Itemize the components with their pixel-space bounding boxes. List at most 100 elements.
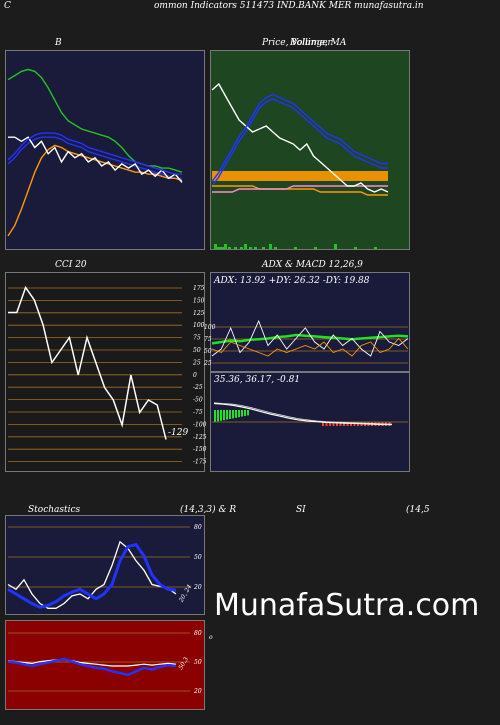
volume-bar-12 xyxy=(269,244,272,249)
macd-signal xyxy=(213,402,393,425)
price-series-1 xyxy=(212,185,388,196)
macd-hist-pos-0 xyxy=(214,410,216,422)
adx-tick-3: 25 xyxy=(203,360,212,367)
cci-tick-12: -125 xyxy=(193,434,207,441)
price-series-2 xyxy=(212,185,388,193)
volume-bar-15 xyxy=(314,247,317,249)
volume-bar-0 xyxy=(214,244,217,249)
price-series-0 xyxy=(211,98,388,187)
header-title: ommon Indicators 511473 IND.BANK MER mun… xyxy=(154,1,424,11)
volume-bar-17 xyxy=(354,247,357,249)
volume-bar-7 xyxy=(240,247,243,249)
adx-tick-2: 50 xyxy=(204,348,212,355)
price-band-upper xyxy=(211,93,388,182)
cci-panel xyxy=(5,272,205,472)
price-title-overlay: Bollinger xyxy=(290,38,332,48)
bollinger-series-2 xyxy=(7,144,183,237)
adx-line xyxy=(211,333,409,345)
cci-tick-8: -25 xyxy=(193,384,203,391)
adx-readout: ADX: 13.92 +DY: 26.32 -DY: 19.88 xyxy=(214,276,370,286)
bollinger-panel xyxy=(5,50,205,250)
macd-hist-neg-7 xyxy=(346,422,349,426)
volume-bar-9 xyxy=(249,247,252,249)
adx-tick-1: 75 xyxy=(204,336,212,343)
stoch-tick-2: 20 xyxy=(193,584,202,591)
bollinger-title: B xyxy=(55,38,62,48)
cci-tick-10: -75 xyxy=(193,409,203,416)
cci-tick-2: 125 xyxy=(193,310,205,317)
stoch-panel xyxy=(5,515,205,615)
macd-hist-neg-5 xyxy=(339,422,342,426)
macd-hist-pos-3 xyxy=(223,410,225,421)
adx-minus-di xyxy=(211,337,409,357)
rsi-tick-2: 20 xyxy=(193,688,202,695)
volume-bar-5 xyxy=(228,247,231,249)
rsi-series-1 xyxy=(7,659,177,667)
volume-bar-10 xyxy=(254,247,257,249)
cci-tick-7: 0 xyxy=(193,372,197,379)
adx-title: ADX & MACD 12,26,9 xyxy=(262,260,363,270)
stoch-title: Stochastics xyxy=(28,505,81,515)
stoch-params: (14,3,3) & R xyxy=(180,505,237,515)
cci-readout: -129 xyxy=(168,428,189,438)
price-series-3 xyxy=(211,82,389,193)
cci-tick-14: -175 xyxy=(193,459,207,466)
macd-hist-neg-1 xyxy=(325,422,328,426)
macd-hist-neg-8 xyxy=(350,422,352,426)
cci-tick-6: 25 xyxy=(192,359,201,366)
volume-bar-11 xyxy=(262,247,265,249)
macd-hist-pos-7 xyxy=(235,410,237,418)
stoch-series-1 xyxy=(7,540,177,609)
volume-bar-8 xyxy=(244,244,247,249)
macd-hist-neg-4 xyxy=(336,422,338,426)
bollinger-upper-band xyxy=(7,132,182,175)
header-left: C xyxy=(4,1,11,11)
macd-hist-neg-0 xyxy=(322,422,324,426)
macd-hist-pos-1 xyxy=(217,410,219,422)
cci-tick-9: -50 xyxy=(193,397,203,404)
macd-hist-neg-6 xyxy=(343,422,345,426)
macd-hist-pos-9 xyxy=(241,410,243,417)
bollinger-series-0 xyxy=(7,68,183,173)
price-title: Price, Volume, MA xyxy=(262,38,347,48)
cci-tick-0: 175 xyxy=(193,285,205,292)
rsi-tick-1: 50 xyxy=(194,659,202,666)
macd-hist-pos-10 xyxy=(244,410,246,416)
volume-bar-14 xyxy=(294,247,297,249)
price-ma-band xyxy=(212,171,388,181)
macd-hist-neg-3 xyxy=(332,422,335,426)
volume-bar-18 xyxy=(374,247,377,249)
stoch-tick-0: 80 xyxy=(194,524,202,531)
stoch-k-line xyxy=(7,542,177,609)
cci-tick-4: 75 xyxy=(193,335,201,342)
volume-bar-16 xyxy=(334,244,337,249)
rsi-title: SI xyxy=(296,505,306,515)
cci-title: CCI 20 xyxy=(55,260,87,270)
macd-hist-pos-8 xyxy=(238,410,240,418)
volume-bar-2 xyxy=(219,247,222,249)
macd-hist-pos-6 xyxy=(232,410,234,419)
stoch-tick-1: 50 xyxy=(194,554,202,561)
volume-bar-6 xyxy=(234,247,237,249)
adx-tick-0: 100 xyxy=(204,324,216,331)
cci-tick-5: 50 xyxy=(193,347,201,354)
volume-bar-13 xyxy=(274,247,277,249)
cci-line xyxy=(8,285,167,440)
bollinger-series-1 xyxy=(7,136,182,179)
cci-tick-11: -100 xyxy=(193,421,207,428)
macd-line xyxy=(213,402,392,426)
macd-hist-pos-11 xyxy=(247,410,249,416)
adx-panel xyxy=(210,272,410,372)
macd-hist-pos-4 xyxy=(226,410,228,420)
macd-hist-pos-2 xyxy=(220,410,222,421)
volume-bar-4 xyxy=(224,244,227,249)
volume-bar-1 xyxy=(217,247,220,249)
macd-hist-neg-2 xyxy=(329,422,331,426)
watermark: MunafaSutra.com xyxy=(214,588,480,623)
macd-hist-pos-5 xyxy=(229,410,231,419)
rsi-tick-0: 80 xyxy=(194,630,202,637)
rsi-main-line xyxy=(7,657,177,677)
cci-tick-13: -150 xyxy=(193,446,207,453)
cci-tick-3: 100 xyxy=(193,322,205,329)
